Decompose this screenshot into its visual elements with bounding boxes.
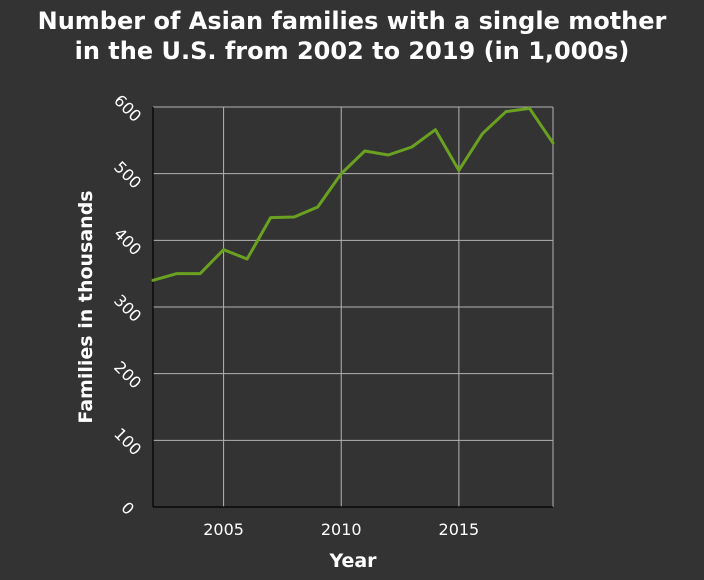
y-tick-label-600: 600	[110, 91, 145, 126]
x-tick-label-2015: 2015	[439, 520, 480, 539]
x-axis-label: Year	[328, 550, 377, 572]
y-axis-label: Families in thousands	[75, 190, 97, 423]
x-tick-label-2005: 2005	[203, 520, 244, 539]
series-group	[151, 106, 555, 282]
y-tick-label-0: 0	[117, 498, 138, 519]
y-tick-label-400: 400	[110, 224, 145, 259]
y-tick-labels: 0 100 200 300 400 500 600	[110, 91, 145, 519]
y-tick-label-200: 200	[110, 357, 145, 392]
x-tick-label-2010: 2010	[321, 520, 362, 539]
chart-title-line-2: in the U.S. from 2002 to 2019 (in 1,000s…	[74, 37, 630, 65]
y-tick-label-500: 500	[110, 157, 145, 192]
x-tick-labels: 2005 2010 2015	[203, 520, 479, 539]
y-tick-label-300: 300	[110, 291, 145, 326]
series-line-0	[151, 106, 555, 282]
chart-title-line-1: Number of Asian families with a single m…	[37, 7, 667, 35]
axes	[152, 107, 553, 508]
y-tick-label-100: 100	[110, 424, 145, 459]
